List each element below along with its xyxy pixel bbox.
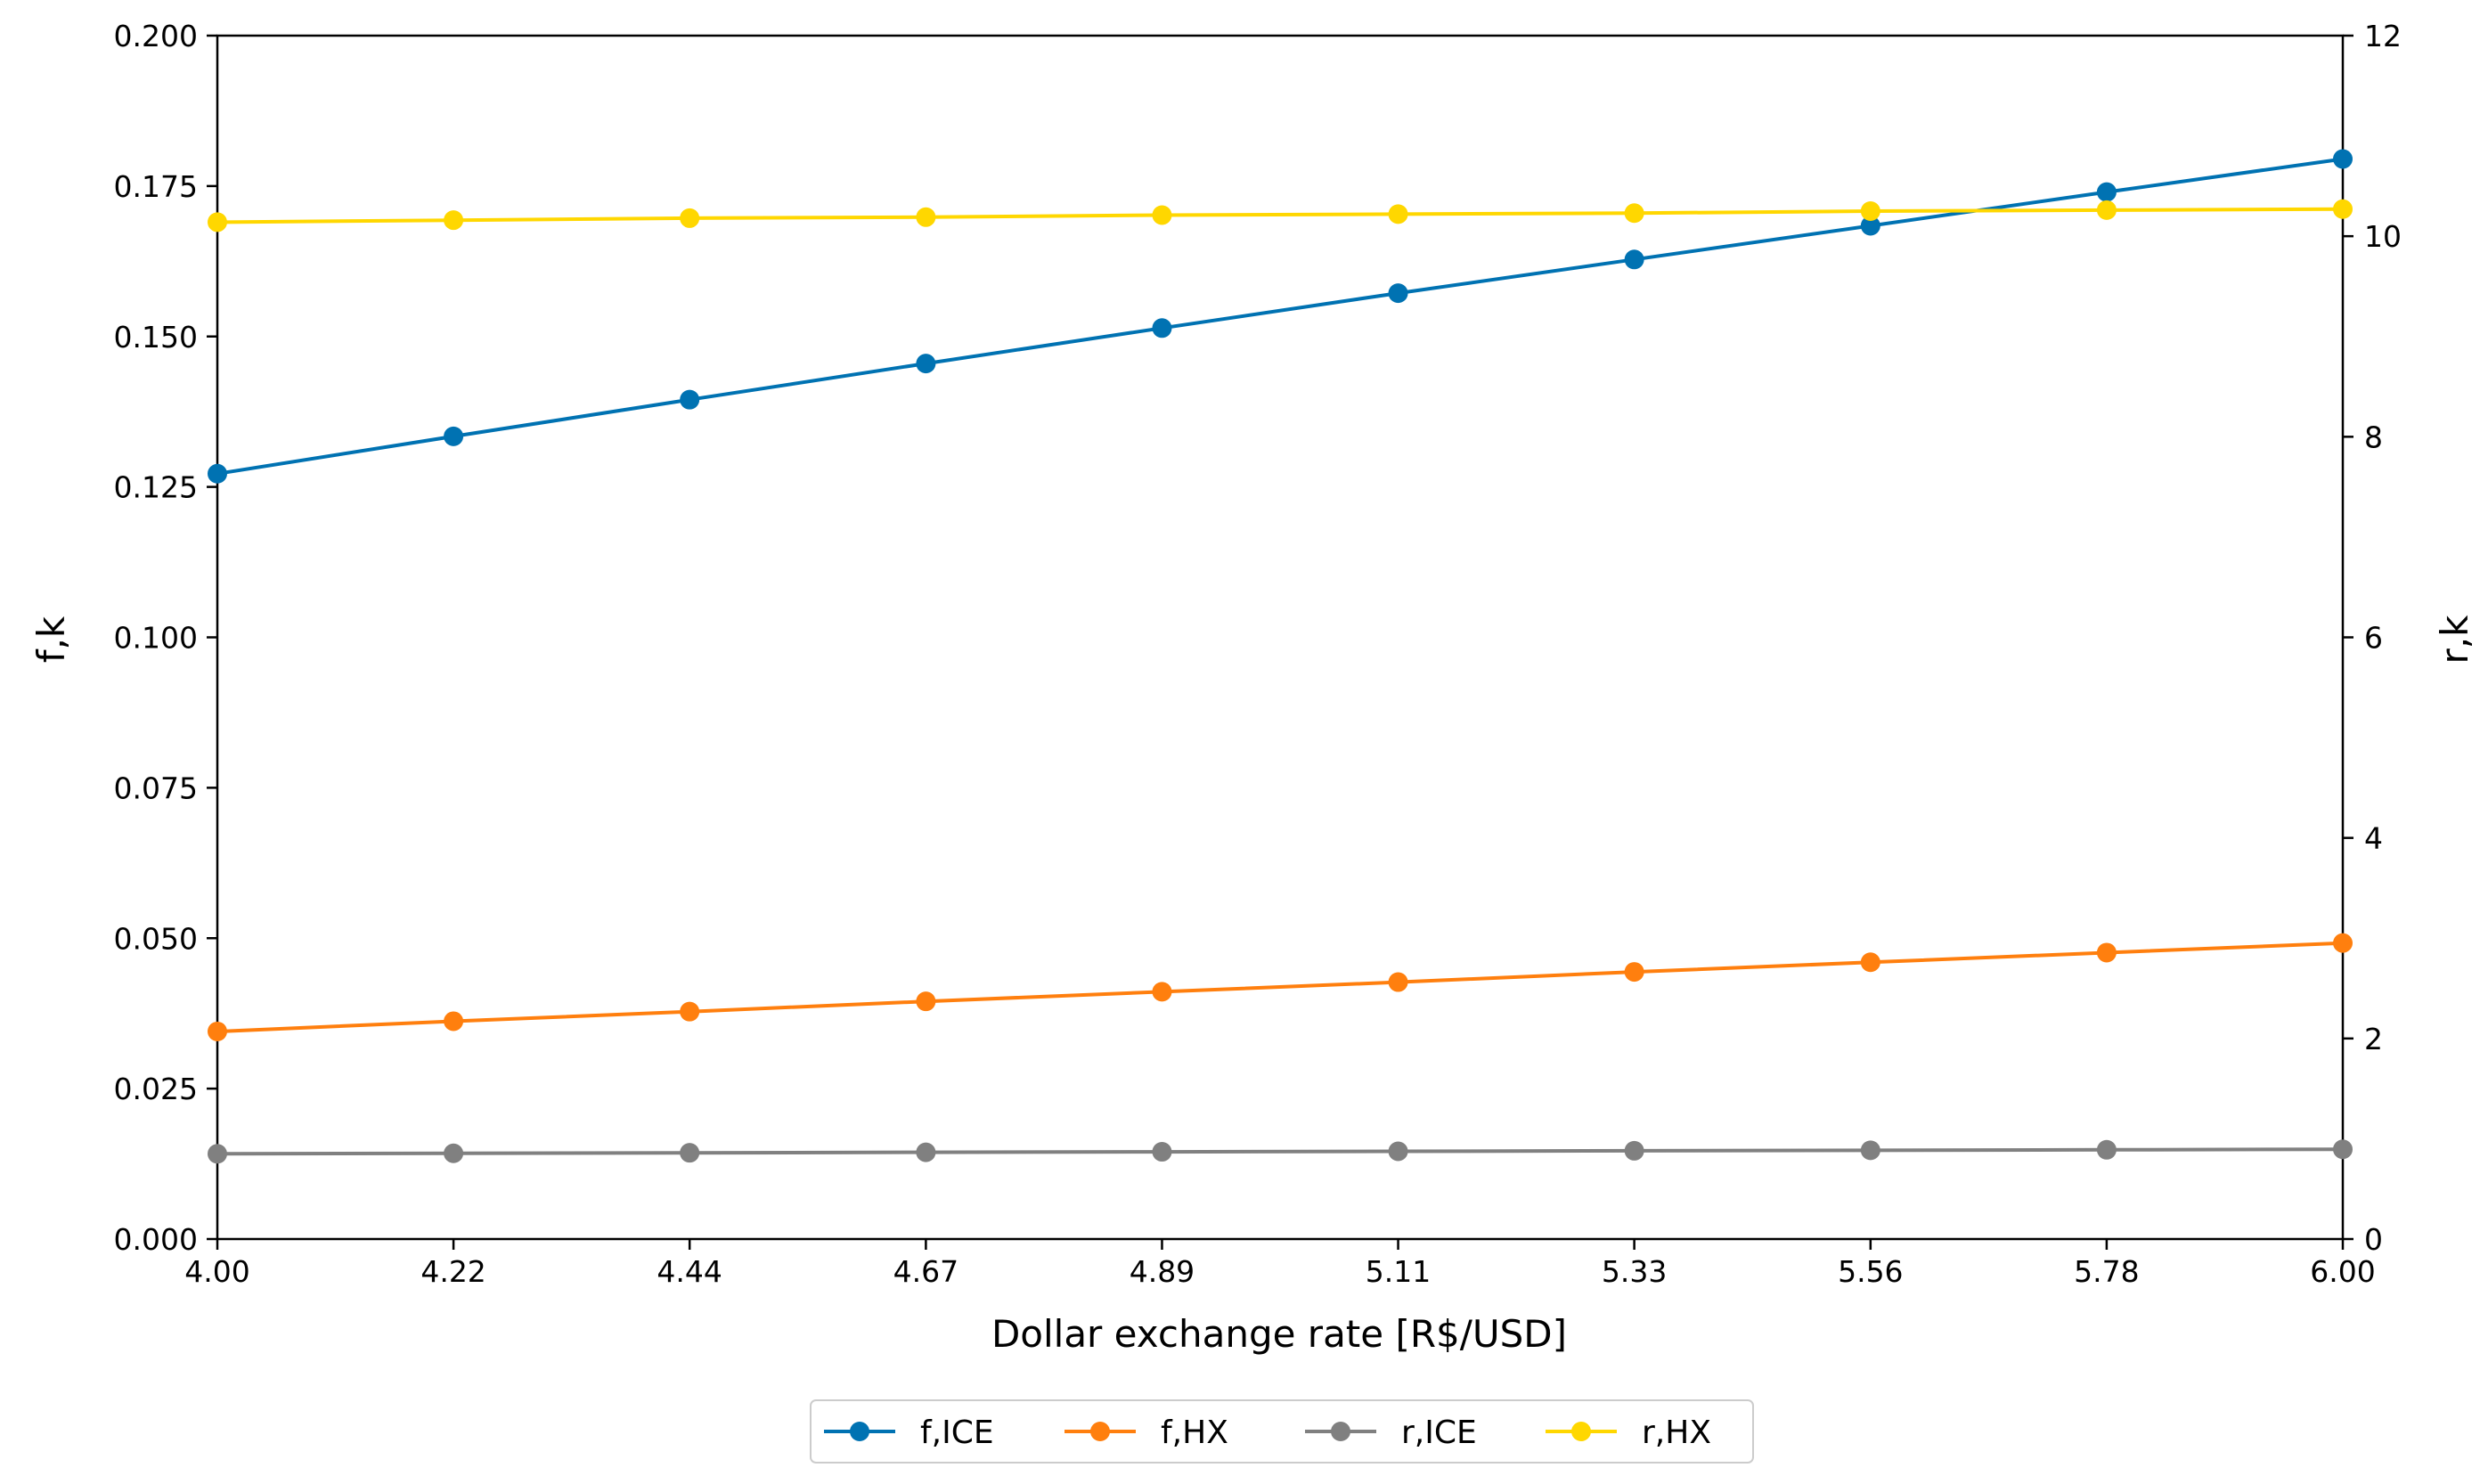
x-tick-label: 5.33 — [1602, 1254, 1667, 1289]
data-point — [444, 210, 464, 231]
series-line — [216, 1147, 2344, 1156]
data-point — [2333, 1139, 2353, 1160]
data-point — [1624, 203, 1644, 224]
data-point — [1152, 318, 1172, 338]
y-left-axis-title: f,k — [29, 616, 73, 663]
data-point — [1860, 216, 1880, 236]
data-point — [1152, 205, 1172, 225]
y-left-tick-label: 0.075 — [114, 771, 198, 805]
series-r-ice — [208, 1139, 2353, 1164]
data-point — [1388, 972, 1408, 992]
series-r-hx — [208, 199, 2353, 232]
y-left-tick-label: 0.150 — [114, 320, 198, 355]
data-point — [444, 1143, 464, 1163]
x-axis-title: Dollar exchange rate [R$/USD] — [991, 1312, 1567, 1356]
data-point — [444, 426, 464, 446]
data-point — [2096, 182, 2117, 202]
y-left-tick-label: 0.200 — [114, 19, 198, 53]
data-point — [1860, 952, 1880, 973]
series-line — [216, 207, 2344, 224]
data-point — [2333, 149, 2353, 169]
legend-label: f,HX — [1161, 1415, 1228, 1451]
data-point — [1388, 204, 1408, 224]
legend: f,ICE f,HX r,ICE r,HX — [810, 1399, 1754, 1464]
data-point — [2096, 942, 2117, 963]
data-point — [680, 389, 700, 410]
legend-marker — [850, 1422, 869, 1441]
data-point — [1388, 283, 1408, 304]
x-tick-label: 4.44 — [657, 1254, 722, 1289]
data-point — [916, 207, 936, 227]
data-point — [1624, 962, 1644, 983]
legend-label: r,ICE — [1401, 1415, 1477, 1451]
x-axis-ticks: 4.00 4.22 4.44 4.67 4.89 5.11 5.33 5.56 5.78 6.00 — [184, 1239, 2376, 1289]
data-point — [916, 991, 936, 1012]
y-right-axis-ticks: 0 2 4 6 8 10 12 — [2343, 19, 2402, 1257]
y-left-tick-label: 0.000 — [114, 1222, 198, 1257]
x-tick-label: 4.22 — [420, 1254, 485, 1289]
data-point — [2096, 200, 2117, 220]
data-point — [208, 212, 227, 232]
data-point — [1624, 249, 1644, 270]
series-layer — [208, 149, 2353, 1164]
data-point — [1388, 1141, 1408, 1162]
legend-marker — [1090, 1422, 1110, 1441]
data-point — [1624, 1140, 1644, 1161]
x-tick-label: 5.78 — [2074, 1254, 2139, 1289]
x-tick-label: 4.67 — [893, 1254, 958, 1289]
x-tick-label: 4.00 — [184, 1254, 249, 1289]
data-point — [916, 1142, 936, 1162]
data-point — [680, 208, 700, 228]
y-right-tick-label: 6 — [2364, 621, 2383, 656]
y-right-tick-label: 0 — [2364, 1222, 2383, 1257]
series-line — [216, 157, 2344, 476]
legend-box — [810, 1399, 1754, 1464]
legend-label: f,ICE — [920, 1415, 994, 1451]
data-point — [444, 1011, 464, 1031]
data-point — [208, 1144, 227, 1164]
series-line — [216, 941, 2344, 1033]
x-tick-label: 4.89 — [1130, 1254, 1195, 1289]
y-right-tick-label: 8 — [2364, 420, 2383, 454]
data-point — [2333, 933, 2353, 953]
y-right-tick-label: 4 — [2364, 821, 2383, 856]
data-point — [1152, 982, 1172, 1002]
data-point — [208, 463, 227, 484]
y-left-tick-label: 0.050 — [114, 921, 198, 956]
y-left-axis-ticks: 0.000 0.025 0.050 0.075 0.100 0.125 0.150 0.175… — [114, 19, 217, 1257]
y-left-tick-label: 0.025 — [114, 1072, 198, 1106]
data-point — [208, 1021, 227, 1041]
y-left-tick-label: 0.175 — [114, 169, 198, 204]
y-left-tick-label: 0.100 — [114, 621, 198, 656]
y-right-tick-label: 10 — [2364, 219, 2402, 254]
data-point — [680, 1143, 700, 1163]
legend-marker — [1571, 1422, 1591, 1441]
y-right-tick-label: 12 — [2364, 19, 2402, 53]
data-point — [2096, 1139, 2117, 1160]
y-right-tick-label: 2 — [2364, 1022, 2383, 1056]
data-point — [1152, 1142, 1172, 1162]
data-point — [1860, 1140, 1880, 1161]
series-f-ice — [208, 149, 2353, 484]
x-tick-label: 5.56 — [1838, 1254, 1903, 1289]
data-point — [1860, 201, 1880, 222]
legend-marker — [1331, 1422, 1350, 1441]
data-point — [680, 1001, 700, 1022]
data-point — [2333, 199, 2353, 219]
series-f-hx — [208, 933, 2353, 1041]
data-point — [916, 354, 936, 374]
x-tick-label: 5.11 — [1366, 1254, 1431, 1289]
legend-label: r,HX — [1642, 1415, 1711, 1451]
y-left-tick-label: 0.125 — [114, 470, 198, 505]
x-tick-label: 6.00 — [2310, 1254, 2375, 1289]
y-right-axis-title: r,k — [2433, 615, 2476, 665]
